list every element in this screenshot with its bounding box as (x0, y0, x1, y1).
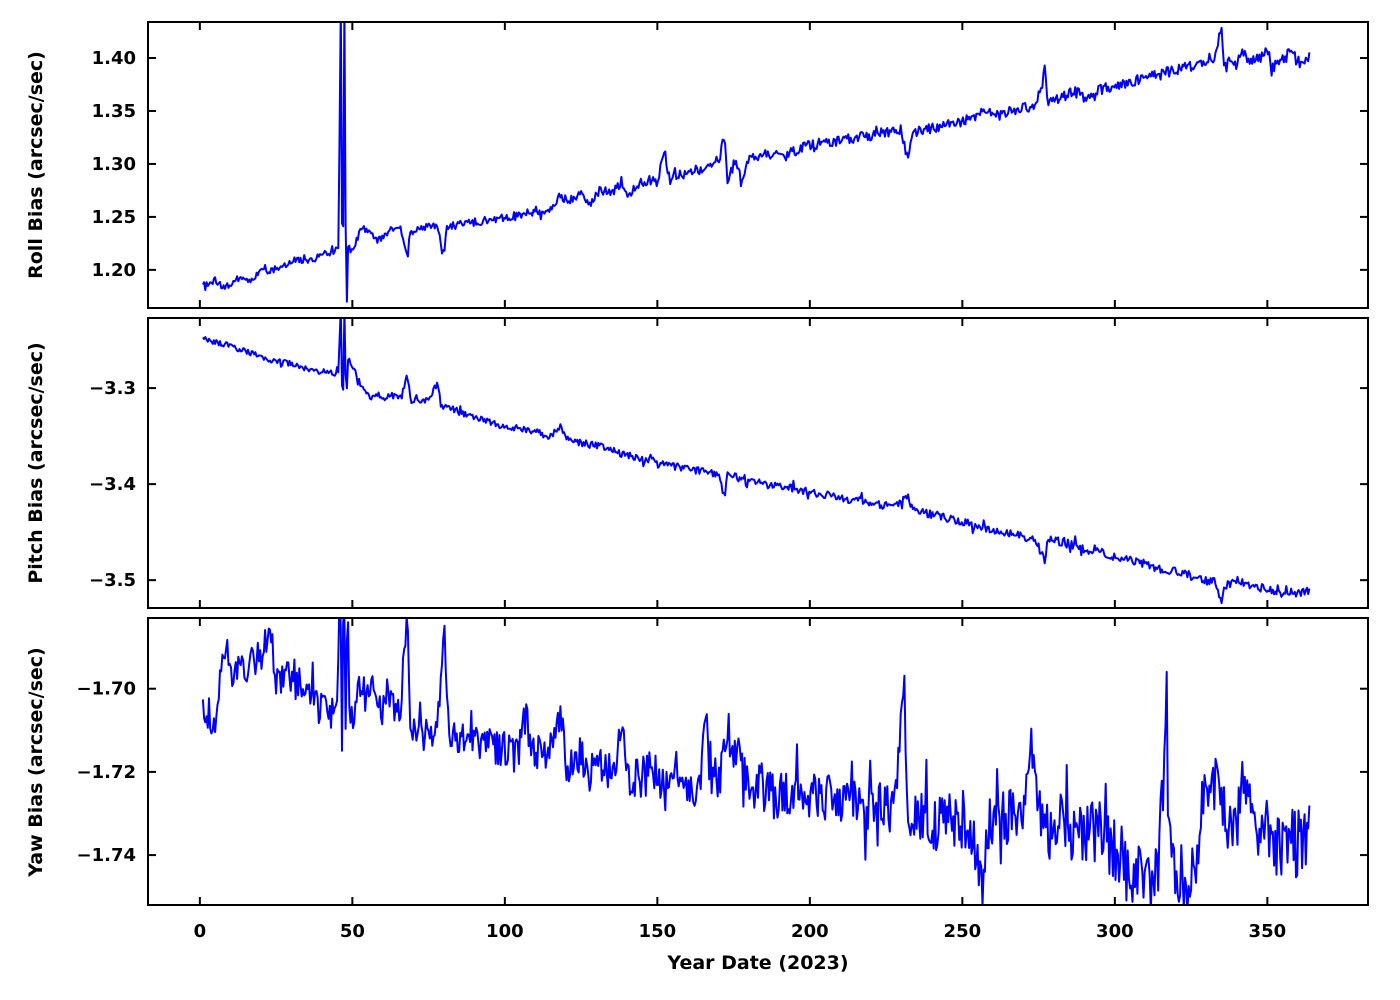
axes-frame-pitch (147, 317, 1369, 609)
series-line-roll (202, 22, 1311, 303)
y-tick-label: −1.74 (77, 845, 137, 866)
y-tick-label: 1.30 (92, 154, 136, 175)
y-tick-label: −1.70 (77, 679, 137, 700)
x-tick-label: 350 (1249, 921, 1287, 942)
series-line-yaw (201, 618, 1311, 905)
ylabel-yaw-bias: Yaw Bias (arcsec/sec) (25, 647, 47, 877)
y-tick-label: −3.3 (89, 378, 136, 399)
x-tick-label: 300 (1096, 921, 1134, 942)
y-tick-label: 1.25 (92, 207, 136, 228)
y-tick-label: 1.35 (92, 101, 136, 122)
x-tick-label: 250 (944, 921, 982, 942)
ylabel-roll-bias: Roll Bias (arcsec/sec) (25, 51, 47, 279)
x-tick-label: 200 (791, 921, 829, 942)
ylabel-pitch-bias: Pitch Bias (arcsec/sec) (25, 342, 47, 584)
xlabel-year-date: Year Date (2023) (667, 952, 849, 974)
x-tick-label: 100 (486, 921, 524, 942)
axes-frame-roll (147, 21, 1369, 309)
y-tick-label: −3.5 (89, 570, 136, 591)
y-tick-label: −1.72 (77, 762, 137, 783)
y-tick-label: −3.4 (89, 474, 136, 495)
x-tick-label: 50 (340, 921, 365, 942)
y-tick-label: 1.20 (92, 260, 136, 281)
x-tick-label: 0 (194, 921, 207, 942)
y-tick-label: 1.40 (92, 48, 136, 69)
x-tick-label: 150 (639, 921, 677, 942)
axes-frame-yaw (147, 617, 1369, 906)
series-line-pitch (202, 318, 1311, 605)
